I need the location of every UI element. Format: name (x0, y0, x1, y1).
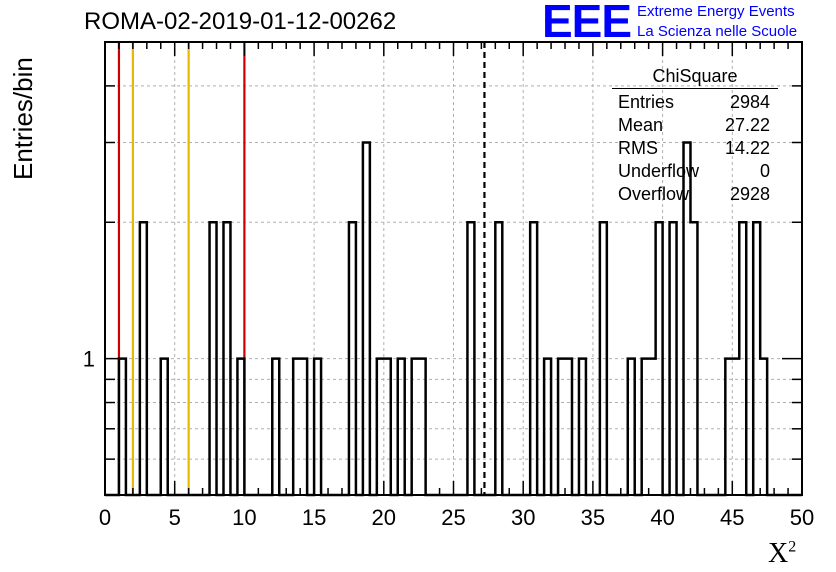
stats-label: RMS (618, 138, 658, 158)
grid-lines (105, 42, 802, 495)
y-tick-label: 1 (83, 347, 95, 372)
stats-label: Mean (618, 115, 664, 135)
stats-value: 0 (759, 161, 770, 181)
x-tick-label: 30 (511, 505, 535, 530)
stats-value: 2928 (729, 184, 770, 204)
stats-title: ChiSquare (612, 66, 778, 89)
x-tick-label: 15 (302, 505, 326, 530)
run-title: ROMA-02-2019-01-12-00262 (84, 8, 397, 35)
x-tick-label: 50 (790, 505, 814, 530)
stats-row: Underflow 0 (612, 160, 778, 183)
stats-value: 2984 (729, 92, 770, 112)
y-axis-label: Entries/bin (8, 57, 38, 180)
reference-lines (117, 42, 486, 495)
stats-label: Overflow (618, 184, 690, 204)
axis-tick-labels: 0 5 10 15 20 25 30 35 40 45 50 1 (83, 347, 814, 530)
eee-logo: EEE (542, 0, 632, 47)
x-tick-label: 40 (650, 505, 674, 530)
stats-row: Entries 2984 (612, 91, 778, 114)
x-tick-label: 20 (372, 505, 396, 530)
x-tick-label: 25 (441, 505, 465, 530)
x-axis-label: X2 (768, 538, 797, 569)
stats-row: RMS 14.22 (612, 137, 778, 160)
x-tick-label: 35 (581, 505, 605, 530)
stats-value: 27.22 (724, 115, 770, 135)
x-tick-label: 0 (99, 505, 111, 530)
logo-caption-1: Extreme Energy Events (637, 3, 795, 20)
x-tick-label: 10 (232, 505, 256, 530)
axis-ticks (104, 41, 803, 496)
stats-label: Underflow (618, 161, 700, 181)
stats-row: Overflow 2928 (612, 183, 778, 206)
stats-box: ChiSquare Entries 2984 Mean 27.22 RMS 14.22… (612, 66, 778, 206)
stats-value: 14.22 (724, 138, 770, 158)
logo-caption-2: La Scienza nelle Scuole (637, 23, 798, 40)
stats-row: Mean 27.22 (612, 114, 778, 137)
x-tick-label: 45 (720, 505, 744, 530)
x-tick-label: 5 (169, 505, 181, 530)
stats-label: Entries (618, 92, 675, 112)
